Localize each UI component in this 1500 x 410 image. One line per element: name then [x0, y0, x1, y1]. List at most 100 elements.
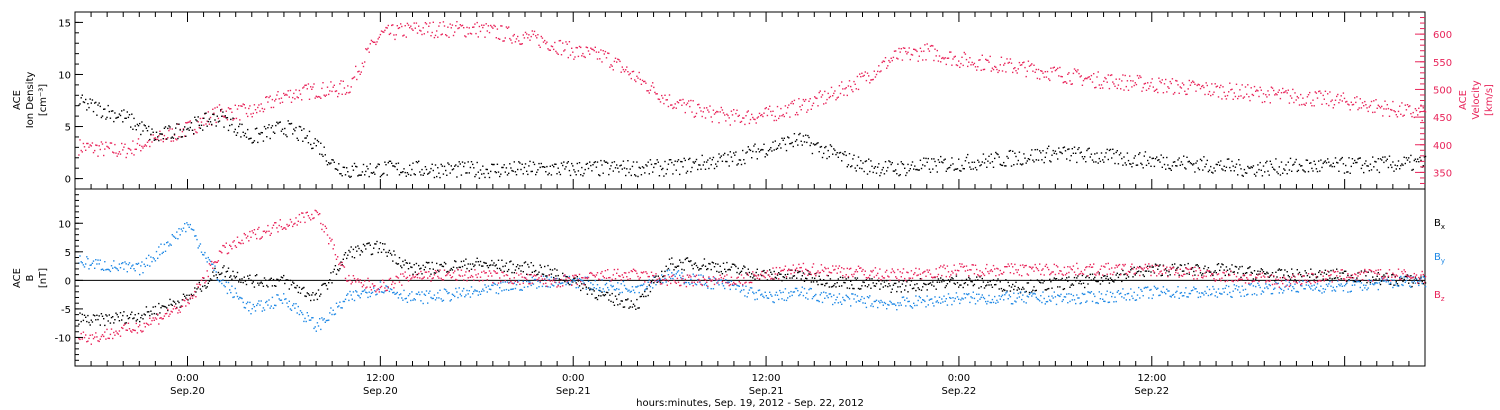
velocity-point: [500, 25, 502, 27]
field-point-by: [890, 301, 892, 304]
field-point-by: [519, 289, 521, 291]
velocity-point: [864, 71, 866, 73]
field-point-bx: [785, 277, 788, 280]
field-point-bz: [85, 334, 87, 336]
velocity-point: [989, 55, 991, 58]
field-point-by: [1183, 295, 1185, 297]
velocity-point: [146, 141, 149, 143]
field-point-by: [181, 230, 184, 232]
field-point-by: [1109, 291, 1112, 293]
velocity-point: [1332, 107, 1334, 109]
field-point-by: [1284, 286, 1286, 288]
velocity-point: [544, 39, 546, 42]
field-point-by: [1309, 286, 1311, 288]
field-point-by: [671, 272, 673, 274]
field-point-by: [880, 299, 882, 302]
velocity-point: [533, 30, 536, 33]
velocity-point: [1036, 77, 1039, 80]
density-point: [1409, 161, 1411, 163]
velocity-point: [1079, 76, 1081, 78]
field-point-bx: [434, 272, 437, 274]
field-point-bx: [235, 275, 238, 278]
velocity-point: [370, 39, 373, 42]
field-point-bz: [96, 336, 98, 338]
velocity-point: [361, 62, 364, 64]
velocity-point: [314, 97, 316, 99]
density-point: [870, 160, 872, 162]
field-point-by: [173, 236, 176, 238]
field-point-bz: [155, 318, 158, 320]
density-point: [193, 133, 195, 135]
field-point-by: [883, 301, 886, 304]
density-point: [422, 174, 424, 176]
velocity-point: [1271, 87, 1274, 89]
density-point: [281, 128, 284, 130]
field-point-by: [1081, 292, 1084, 295]
density-point: [1329, 165, 1331, 167]
velocity-point: [140, 150, 142, 152]
density-point: [1375, 161, 1377, 163]
velocity-point: [727, 114, 729, 117]
density-point: [1393, 170, 1395, 172]
field-point-bx: [1157, 268, 1159, 270]
field-point-bx: [1195, 264, 1197, 266]
field-point-by: [1374, 283, 1376, 285]
field-point-by: [251, 308, 253, 310]
field-point-by: [793, 291, 796, 293]
velocity-point: [397, 27, 400, 30]
density-point: [1261, 175, 1264, 177]
density-point: [1179, 164, 1181, 166]
density-point: [851, 165, 853, 167]
density-point: [645, 164, 647, 166]
field-point-bx: [915, 289, 917, 292]
field-point-bx: [657, 275, 659, 277]
velocity-point: [261, 107, 263, 110]
velocity-point: [421, 33, 423, 36]
field-point-bx: [423, 269, 425, 271]
field-point-by: [1255, 285, 1257, 288]
velocity-point: [712, 109, 715, 111]
field-point-by: [189, 223, 191, 226]
field-point-by: [889, 300, 891, 302]
field-point-bx: [1215, 272, 1217, 274]
field-point-by: [328, 319, 330, 321]
density-point: [1045, 152, 1048, 154]
velocity-point: [608, 52, 610, 55]
field-point-bx: [917, 287, 919, 289]
field-point-by: [254, 310, 257, 312]
field-point-bx: [1099, 283, 1102, 285]
density-point: [1039, 150, 1041, 152]
density-point: [602, 172, 604, 174]
velocity-point: [733, 109, 735, 111]
density-point: [387, 162, 389, 164]
field-point-by: [137, 262, 140, 265]
density-point: [1248, 167, 1250, 169]
velocity-point: [896, 57, 898, 59]
field-point-bx: [1060, 279, 1062, 281]
field-point-by: [297, 305, 299, 308]
field-point-by: [103, 269, 105, 271]
field-point-bz: [168, 315, 170, 317]
density-point: [610, 165, 612, 167]
field-point-by: [1386, 278, 1388, 281]
density-point: [1406, 159, 1409, 161]
velocity-point: [1084, 78, 1086, 80]
density-point: [810, 142, 812, 144]
field-point-by: [1094, 295, 1096, 298]
field-point-bx: [385, 251, 387, 254]
field-point-by: [675, 273, 677, 275]
velocity-point: [186, 122, 188, 124]
field-point-bx: [863, 281, 865, 284]
density-point: [806, 141, 808, 144]
density-point: [803, 141, 806, 143]
field-point-bx: [1310, 268, 1312, 270]
velocity-point: [1382, 115, 1384, 117]
field-point-bx: [88, 321, 90, 324]
field-point-by: [709, 278, 711, 280]
field-point-bx: [319, 295, 321, 297]
field-point-by: [157, 257, 159, 259]
field-point-bx: [377, 251, 379, 254]
field-point-by: [1252, 285, 1255, 287]
density-point: [1382, 156, 1384, 158]
velocity-point: [1068, 72, 1070, 74]
